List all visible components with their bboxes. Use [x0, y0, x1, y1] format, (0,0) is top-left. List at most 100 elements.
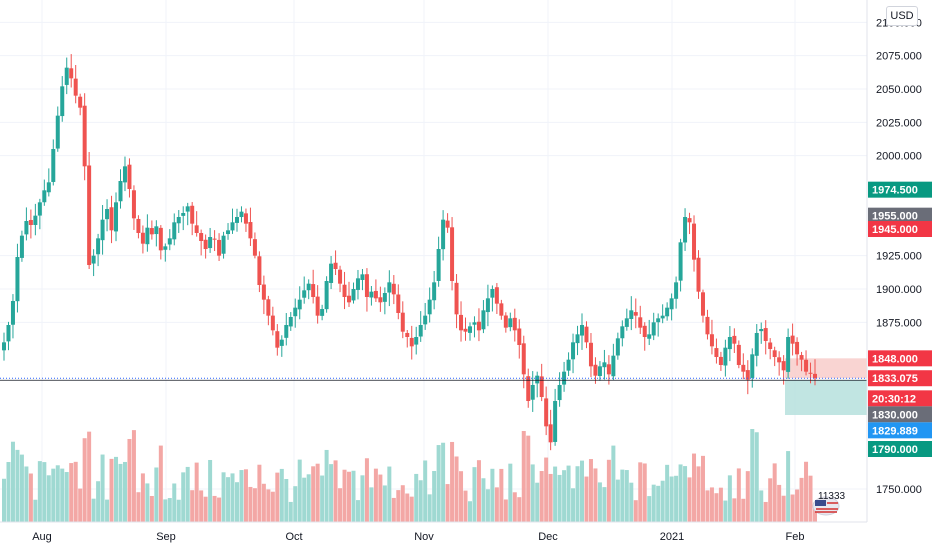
volume-bar — [96, 481, 101, 522]
volume-bar — [597, 482, 602, 522]
candle-body — [342, 284, 347, 297]
candle-body — [647, 334, 652, 339]
volume-bar — [553, 466, 558, 522]
candle-body — [391, 283, 396, 295]
volume-bar — [709, 487, 714, 522]
volume-bar — [481, 478, 486, 522]
candle-body — [683, 217, 688, 243]
volume-bar — [378, 474, 383, 522]
volume-bar — [82, 438, 87, 522]
candle-body — [535, 375, 540, 384]
volume-bar — [674, 475, 679, 522]
candle-body — [450, 227, 455, 281]
candle-body — [217, 239, 222, 256]
candle-body — [459, 314, 464, 331]
price-tag-bg — [868, 207, 932, 224]
candle-body — [239, 211, 244, 218]
candle-body — [732, 335, 737, 344]
candle-body — [463, 328, 468, 332]
candle-body — [584, 326, 589, 343]
volume-bar — [602, 487, 607, 522]
volume-bar — [544, 457, 549, 522]
candle-body — [427, 299, 432, 315]
candle-body — [172, 222, 177, 240]
candle-body — [275, 331, 280, 348]
volume-bar — [647, 496, 652, 522]
volume-bar — [42, 462, 47, 522]
volume-bar — [588, 459, 593, 522]
volume-bar — [355, 500, 360, 522]
candle-body — [781, 361, 786, 371]
volume-bar — [28, 473, 33, 522]
volume-bar — [678, 464, 683, 522]
volume-bar — [396, 490, 401, 522]
candle-body — [696, 257, 701, 292]
volume-bar — [118, 463, 123, 522]
candle-body — [154, 226, 159, 235]
y-tick-label: 1900.000 — [876, 284, 922, 296]
volume-bar — [669, 476, 674, 522]
volume-bar — [136, 492, 141, 522]
volume-bar — [266, 489, 271, 522]
candle-body — [315, 296, 320, 316]
x-tick-label: Aug — [32, 531, 52, 543]
candle-body — [167, 238, 172, 245]
volume-bar — [660, 480, 665, 522]
candle-body — [208, 237, 213, 249]
candle-body — [24, 221, 29, 235]
volume-bar — [535, 482, 540, 522]
candle-body — [387, 282, 392, 293]
candle-body — [423, 315, 428, 325]
volume-bar — [149, 495, 154, 522]
volume-bar — [315, 463, 320, 522]
volume-bar — [230, 473, 235, 522]
candle-body — [790, 335, 795, 344]
x-tick-label: 2021 — [660, 531, 684, 543]
candle-body — [575, 334, 580, 344]
volume-bar — [239, 470, 244, 522]
volume-bar — [503, 499, 508, 522]
candle-body — [624, 318, 629, 327]
y-tick-label: 1750.000 — [876, 484, 922, 496]
volume-bar — [508, 463, 513, 522]
volume-bar — [562, 470, 567, 522]
take-profit-zone — [785, 380, 867, 415]
candle-body — [100, 219, 105, 241]
candle-body — [158, 227, 163, 251]
candle-body — [490, 289, 495, 298]
volume-bar — [665, 464, 670, 522]
candle-body — [382, 293, 387, 302]
volume-bar — [727, 475, 732, 522]
candle-body — [360, 274, 365, 280]
candle-body — [602, 362, 607, 368]
candle-body — [243, 213, 248, 224]
candle-body — [373, 290, 378, 299]
time-axis[interactable]: Aug Sep Oct Nov Dec 2021 Feb — [32, 531, 804, 543]
volume-bar — [100, 454, 105, 522]
volume-bar — [530, 464, 535, 522]
volume-bar — [400, 485, 405, 522]
volume-bar — [512, 492, 517, 522]
currency-button[interactable]: USD — [886, 6, 918, 26]
candle-body — [405, 332, 410, 337]
volume-bar — [10, 441, 15, 522]
volume-bar — [615, 479, 620, 522]
candle-body — [571, 342, 576, 360]
volume-bar — [324, 449, 329, 522]
candle-body — [432, 282, 437, 301]
candle-body — [400, 312, 405, 332]
volume-bar — [60, 468, 65, 522]
candle-body — [476, 321, 481, 331]
candle-body — [414, 337, 419, 345]
candle-body — [665, 307, 670, 317]
volume-bar — [15, 449, 20, 522]
volume-bar — [131, 430, 136, 522]
y-tick-label: 2025.000 — [876, 117, 922, 129]
volume-bar — [418, 480, 423, 522]
candle-body — [700, 292, 705, 316]
volume-bar — [642, 463, 647, 522]
candle-body — [230, 222, 235, 231]
volume-bar — [526, 435, 531, 522]
